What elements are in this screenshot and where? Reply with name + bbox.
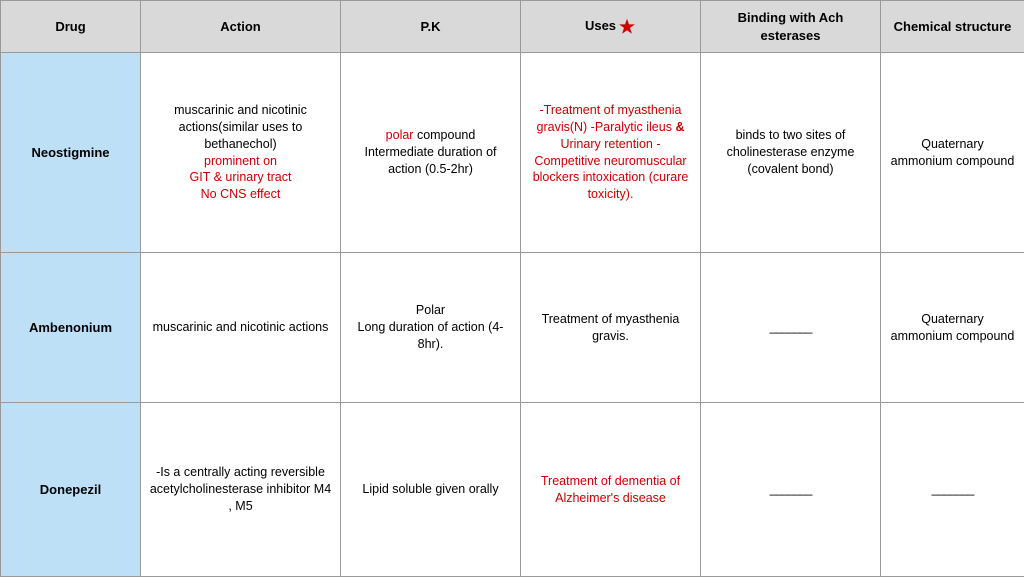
action-cell: muscarinic and nicotinic actions [141,253,341,403]
table-row: Donepezil-Is a centrally acting reversib… [1,403,1024,577]
drug-name-cell: Donepezil [1,403,141,577]
col-chem: Chemical structure [881,1,1024,53]
header-row: Drug Action P.K Uses Binding with Ach es… [1,1,1024,53]
col-uses: Uses [521,1,701,53]
chem-cell: Quaternary ammonium compound [881,53,1024,253]
uses-cell: Treatment of dementia of Alzheimer's dis… [521,403,701,577]
pk-cell: PolarLong duration of action (4-8hr). [341,253,521,403]
uses-cell: -Treatment of myasthenia gravis(N) -Para… [521,53,701,253]
chem-cell: Quaternary ammonium compound [881,253,1024,403]
drug-table: Drug Action P.K Uses Binding with Ach es… [0,0,1024,577]
drug-name-cell: Neostigmine [1,53,141,253]
action-cell: -Is a centrally acting reversible acetyl… [141,403,341,577]
action-cell: muscarinic and nicotinic actions(similar… [141,53,341,253]
star-icon [618,18,636,36]
pk-cell: polar compoundIntermediate duration of a… [341,53,521,253]
col-pk: P.K [341,1,521,53]
col-action: Action [141,1,341,53]
table-row: Ambenoniummuscarinic and nicotinic actio… [1,253,1024,403]
binding-cell: _______ [701,403,881,577]
binding-cell: _______ [701,253,881,403]
uses-cell: Treatment of myasthenia gravis. [521,253,701,403]
col-binding: Binding with Ach esterases [701,1,881,53]
chem-cell: _______ [881,403,1024,577]
drug-name-cell: Ambenonium [1,253,141,403]
col-drug: Drug [1,1,141,53]
pk-cell: Lipid soluble given orally [341,403,521,577]
table-body: Neostigminemuscarinic and nicotinic acti… [1,53,1024,577]
binding-cell: binds to two sites of cholinesterase enz… [701,53,881,253]
table-row: Neostigminemuscarinic and nicotinic acti… [1,53,1024,253]
